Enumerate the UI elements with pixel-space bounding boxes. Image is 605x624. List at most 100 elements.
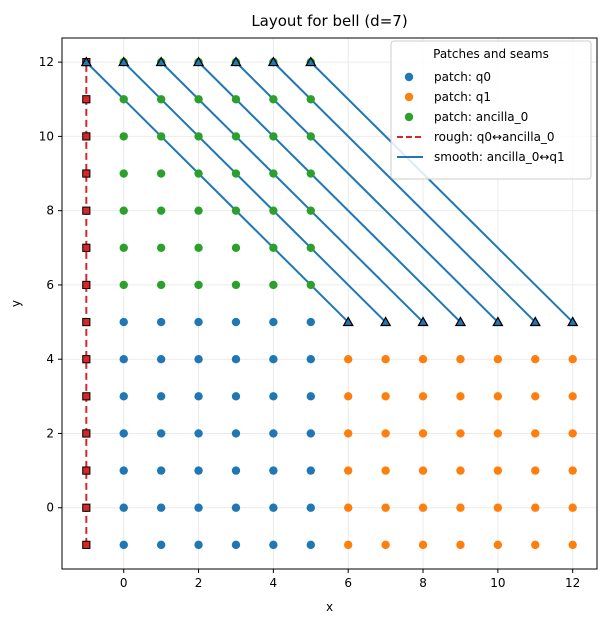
smooth-seam-marker — [529, 316, 541, 327]
point-q1 — [456, 354, 465, 364]
point-q1 — [456, 392, 465, 401]
y-tick-label: 4 — [46, 352, 54, 366]
point-q0 — [306, 540, 315, 550]
point-q0 — [231, 429, 241, 438]
point-q0 — [306, 354, 315, 364]
point-ancilla_0 — [156, 95, 166, 104]
smooth-seam-marker — [80, 56, 92, 67]
point-q0 — [156, 354, 166, 364]
point-ancilla_0 — [194, 243, 203, 253]
rough-seam-marker — [82, 429, 91, 438]
point-ancilla_0 — [231, 95, 241, 104]
y-tick-label: 12 — [39, 55, 54, 69]
smooth-seam-marker — [192, 56, 205, 67]
legend-entry-label: smooth: ancilla_0↔q1 — [434, 150, 565, 164]
point-ancilla_0 — [156, 169, 166, 178]
point-q1 — [568, 540, 577, 550]
x-tick-label: 6 — [344, 576, 352, 590]
smooth-seam-marker — [417, 316, 429, 327]
point-q1 — [381, 540, 390, 550]
point-q0 — [231, 392, 241, 401]
smooth-seam-marker — [567, 316, 579, 327]
smooth-seam-segment — [85, 61, 349, 323]
y-axis-label: y — [9, 300, 23, 307]
point-q0 — [306, 503, 315, 512]
rough-seam-marker — [82, 280, 91, 290]
point-q0 — [156, 466, 166, 475]
seam-markers — [80, 56, 579, 549]
point-q0 — [156, 540, 166, 550]
point-q0 — [231, 466, 241, 475]
y-tick-label: 0 — [46, 501, 54, 515]
point-q1 — [531, 429, 540, 438]
smooth-seam-segment — [197, 61, 462, 323]
rough-seam-marker — [82, 355, 91, 364]
point-ancilla_0 — [231, 206, 241, 215]
point-q1 — [344, 392, 353, 401]
smooth-seam-marker — [155, 56, 167, 67]
point-ancilla_0 — [306, 206, 315, 215]
point-q1 — [568, 392, 577, 401]
point-ancilla_0 — [156, 243, 166, 253]
rough-seam-marker — [82, 503, 91, 512]
point-q0 — [231, 540, 241, 550]
point-q1 — [418, 503, 428, 512]
legend-entry-label: patch: ancilla_0 — [434, 110, 528, 124]
point-q0 — [269, 392, 278, 401]
point-q0 — [194, 392, 203, 401]
smooth-seam-marker — [342, 316, 354, 327]
smooth-seam-segment — [235, 61, 499, 323]
point-q1 — [493, 392, 503, 401]
smooth-seam-segment — [160, 61, 424, 323]
point-q0 — [119, 540, 128, 550]
rough-seam-marker — [82, 466, 91, 475]
point-ancilla_0 — [269, 280, 278, 290]
point-ancilla_0 — [194, 132, 203, 141]
point-q1 — [531, 466, 540, 475]
smooth-seam — [85, 61, 574, 323]
point-q1 — [493, 503, 503, 512]
x-tick-label: 12 — [565, 576, 580, 590]
legend-marker — [404, 72, 414, 82]
point-ancilla_0 — [156, 206, 166, 215]
point-ancilla_0 — [119, 280, 128, 290]
point-q1 — [456, 503, 465, 512]
point-q1 — [456, 429, 465, 438]
point-q0 — [119, 466, 128, 475]
point-q0 — [269, 317, 278, 327]
legend-entry-label: rough: q0↔ancilla_0 — [434, 130, 555, 144]
point-ancilla_0 — [119, 132, 128, 141]
point-q1 — [418, 429, 428, 438]
rough-seam-marker — [82, 169, 91, 178]
point-q1 — [493, 466, 503, 475]
y-tick-label: 2 — [46, 426, 54, 440]
rough-seam-marker — [82, 206, 91, 215]
x-tick-label: 4 — [270, 576, 278, 590]
point-q0 — [194, 540, 203, 550]
point-q1 — [344, 466, 353, 475]
point-q0 — [119, 503, 128, 512]
point-q0 — [156, 392, 166, 401]
point-q1 — [418, 354, 428, 364]
point-ancilla_0 — [156, 132, 166, 141]
point-q1 — [568, 503, 577, 512]
point-q1 — [531, 354, 540, 364]
point-q1 — [418, 466, 428, 475]
point-q0 — [231, 503, 241, 512]
legend-title: Patches and seams — [433, 47, 549, 61]
smooth-seam-marker — [454, 316, 467, 327]
point-q0 — [269, 429, 278, 438]
legend-marker — [404, 112, 414, 122]
point-ancilla_0 — [231, 132, 241, 141]
point-q1 — [493, 354, 503, 364]
point-q0 — [306, 392, 315, 401]
point-q0 — [119, 429, 128, 438]
point-q1 — [344, 354, 353, 364]
smooth-seam-marker — [118, 56, 130, 67]
legend-entry-label: patch: q0 — [434, 70, 491, 84]
point-q1 — [418, 392, 428, 401]
point-ancilla_0 — [231, 169, 241, 178]
point-q0 — [269, 540, 278, 550]
smooth-seam-marker — [230, 56, 242, 67]
x-axis-label: x — [326, 600, 333, 614]
